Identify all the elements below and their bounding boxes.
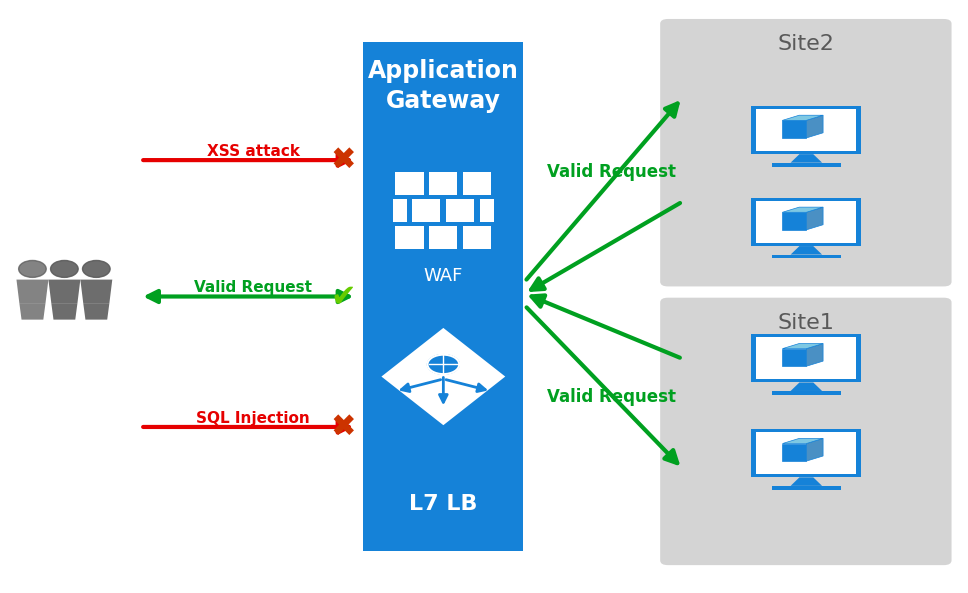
FancyBboxPatch shape (464, 225, 492, 249)
Polygon shape (19, 303, 45, 320)
Polygon shape (806, 438, 823, 461)
FancyBboxPatch shape (660, 19, 952, 286)
FancyBboxPatch shape (751, 106, 862, 154)
FancyBboxPatch shape (756, 201, 857, 243)
Text: Valid Request: Valid Request (195, 280, 312, 295)
Polygon shape (48, 280, 80, 303)
Polygon shape (791, 246, 822, 254)
Polygon shape (791, 382, 822, 391)
FancyBboxPatch shape (751, 429, 862, 477)
Text: Valid Request: Valid Request (547, 163, 676, 181)
Circle shape (428, 355, 459, 374)
FancyBboxPatch shape (771, 391, 841, 395)
Text: XSS attack: XSS attack (206, 144, 300, 159)
Polygon shape (782, 444, 806, 461)
FancyBboxPatch shape (756, 109, 857, 151)
Text: L7 LB: L7 LB (409, 494, 477, 514)
FancyBboxPatch shape (446, 199, 474, 222)
FancyBboxPatch shape (756, 432, 857, 474)
Polygon shape (51, 303, 77, 320)
FancyBboxPatch shape (430, 173, 458, 196)
Text: ✔: ✔ (331, 282, 356, 311)
Text: Site2: Site2 (778, 34, 834, 55)
Circle shape (82, 260, 110, 278)
Polygon shape (782, 207, 823, 212)
FancyBboxPatch shape (751, 198, 862, 246)
FancyBboxPatch shape (396, 225, 424, 249)
Circle shape (18, 260, 46, 278)
Text: ✖: ✖ (331, 413, 356, 441)
Polygon shape (782, 438, 823, 444)
Polygon shape (782, 115, 823, 120)
Polygon shape (791, 154, 822, 162)
FancyBboxPatch shape (363, 42, 523, 551)
FancyBboxPatch shape (771, 486, 841, 490)
FancyBboxPatch shape (412, 199, 440, 222)
Polygon shape (806, 343, 823, 366)
FancyBboxPatch shape (396, 173, 424, 196)
FancyBboxPatch shape (751, 334, 862, 382)
Text: Application
Gateway: Application Gateway (368, 59, 519, 113)
Polygon shape (782, 120, 806, 138)
Text: Valid Request: Valid Request (547, 388, 676, 406)
Text: ✖: ✖ (331, 146, 356, 174)
FancyBboxPatch shape (480, 199, 495, 222)
Text: SQL Injection: SQL Injection (197, 411, 310, 426)
Polygon shape (806, 207, 823, 230)
Polygon shape (806, 115, 823, 138)
Polygon shape (16, 280, 48, 303)
FancyBboxPatch shape (756, 337, 857, 380)
Polygon shape (83, 303, 109, 320)
FancyBboxPatch shape (771, 162, 841, 167)
FancyBboxPatch shape (771, 254, 841, 259)
Polygon shape (381, 328, 505, 425)
Polygon shape (782, 349, 806, 366)
FancyBboxPatch shape (393, 199, 407, 222)
Polygon shape (80, 280, 112, 303)
Text: WAF: WAF (424, 267, 463, 285)
FancyBboxPatch shape (464, 173, 492, 196)
FancyBboxPatch shape (430, 225, 458, 249)
Text: Site1: Site1 (778, 313, 834, 333)
FancyBboxPatch shape (660, 298, 952, 565)
Circle shape (50, 260, 78, 278)
Polygon shape (782, 212, 806, 230)
Polygon shape (791, 477, 822, 486)
Polygon shape (782, 343, 823, 349)
